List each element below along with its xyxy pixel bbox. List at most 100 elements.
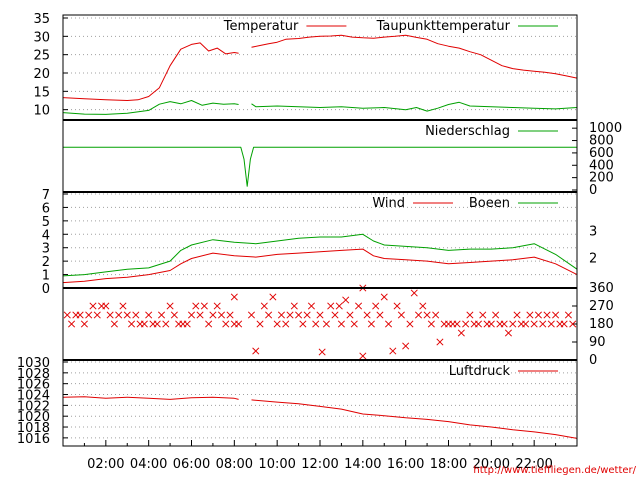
wind-direction-point [226, 311, 234, 319]
wind-direction-point [500, 320, 508, 328]
wind-direction-point [162, 320, 170, 328]
pressure-y-tick-label: 1024 [17, 389, 50, 404]
wind-direction-point [331, 311, 339, 319]
wind-direction-point [436, 338, 444, 346]
wind-direction-point [466, 311, 474, 319]
temperature-series-2-line [62, 100, 578, 115]
wind-y-tick-label: 0 [42, 282, 50, 297]
temperature-y-tick-label: 20 [33, 67, 50, 82]
temperature-panel: 10 15 20 25 30 35 Taupunkttemperatur Temperatur [33, 12, 578, 121]
time-tick-label: 08:00 [216, 457, 253, 472]
wind-direction-point [93, 311, 101, 319]
wind-direction-point [354, 302, 363, 310]
wind-direction-point [372, 302, 380, 310]
wind-y-tick-label: 5 [42, 215, 50, 230]
wind-direction-point [200, 302, 208, 310]
wind-direction-point [389, 347, 397, 355]
wind-direction-point [318, 348, 326, 356]
wind-direction-point [76, 311, 84, 319]
wind-direction-point [359, 352, 367, 360]
wind-direction-point [102, 302, 110, 310]
time-tick-label: 04:00 [130, 457, 167, 472]
wind_direction-y-tick-label: 360 [589, 281, 614, 296]
wind-direction-point [106, 311, 114, 319]
wind-right-tick-label: 3 [589, 225, 597, 240]
wind-direction-point [269, 293, 277, 301]
wind-direction-point [564, 311, 572, 319]
temperature-series-1-line [62, 34, 578, 101]
wind-direction-point [522, 320, 530, 328]
temperature-legend-label: Taupunkttemperatur [376, 19, 511, 34]
wind-direction-point [380, 293, 388, 301]
wind-direction-point [205, 320, 213, 328]
wind-direction-point [504, 329, 513, 337]
wind-direction-point [367, 320, 375, 328]
wind-direction-point [277, 311, 286, 319]
precipitation-y-tick-label: 1000 [589, 121, 622, 136]
wind-direction-point [170, 311, 178, 319]
wind-direction-point [479, 311, 487, 319]
wind-direction-point [68, 320, 76, 328]
pressure-series-1-line [62, 396, 578, 439]
precipitation-legend-label: Niederschlag [425, 124, 510, 139]
wind-direction-point [539, 320, 547, 328]
wind-legend-label: Wind [372, 196, 405, 211]
precipitation-y-tick-label: 400 [589, 158, 614, 173]
wind-direction-point [462, 320, 470, 328]
wind-direction-point [230, 293, 238, 301]
wind-direction-point [569, 320, 577, 328]
pressure-y-tick-label: 1028 [17, 367, 50, 382]
wind-direction-point [286, 311, 294, 319]
time-axis: 02:00 04:00 06:00 08:00 10:00 12:00 14:00 16:00… [62, 440, 578, 472]
wind-series-2-line [62, 233, 578, 277]
wind-direction-point [217, 311, 226, 319]
temperature-y-tick-label: 30 [33, 30, 50, 45]
wind-direction-point [432, 311, 440, 319]
wind-direction-point [187, 311, 196, 319]
wind-direction-point [312, 320, 320, 328]
wind-y-tick-label: 2 [42, 255, 50, 270]
wind-direction-point [273, 320, 281, 328]
wind-direction-point [337, 320, 345, 328]
wind-direction-point [335, 302, 343, 310]
wind_direction-panel: 0 90 180 270 360 [62, 281, 614, 368]
wind-direction-point [427, 320, 435, 328]
time-tick-label: 14:00 [344, 457, 381, 472]
wind-y-tick-label: 4 [42, 228, 50, 243]
wind-y-tick-label: 1 [42, 269, 50, 284]
wind-direction-point [402, 342, 410, 350]
wind-direction-point [145, 311, 153, 319]
wind-direction-point [307, 302, 315, 310]
pressure-y-tick-label: 1022 [17, 399, 50, 414]
pressure-y-tick-label: 1026 [17, 378, 50, 393]
precipitation-y-tick-label: 200 [589, 171, 614, 186]
wind-y-tick-label: 7 [42, 188, 50, 203]
wind_direction-y-tick-label: 180 [589, 317, 614, 332]
pressure-legend-label: Luftdruck [449, 364, 511, 379]
temperature-y-tick-label: 15 [33, 85, 50, 100]
wind-direction-point [166, 302, 174, 310]
wind-direction-point [410, 289, 418, 297]
wind-direction-point [89, 302, 97, 310]
wind-direction-point [110, 320, 118, 328]
wind-direction-point [157, 311, 166, 319]
wind-direction-point [196, 311, 204, 319]
time-tick-label: 20:00 [473, 457, 510, 472]
wind-series-1-line [62, 248, 578, 284]
wind-direction-point [80, 320, 88, 328]
precipitation-y-tick-label: 0 [589, 183, 597, 198]
wind-direction-point [560, 320, 568, 328]
wind-direction-point [299, 320, 307, 328]
wind-direction-point [140, 320, 148, 328]
wind-direction-point [327, 302, 335, 310]
time-tick-label: 18:00 [430, 457, 467, 472]
wind-direction-point [346, 311, 354, 319]
time-tick-label: 22:00 [515, 457, 552, 472]
wind-direction-point [222, 320, 230, 328]
wind-direction-point [256, 320, 264, 328]
wind-direction-point [123, 311, 131, 319]
wind-direction-point [414, 311, 423, 319]
